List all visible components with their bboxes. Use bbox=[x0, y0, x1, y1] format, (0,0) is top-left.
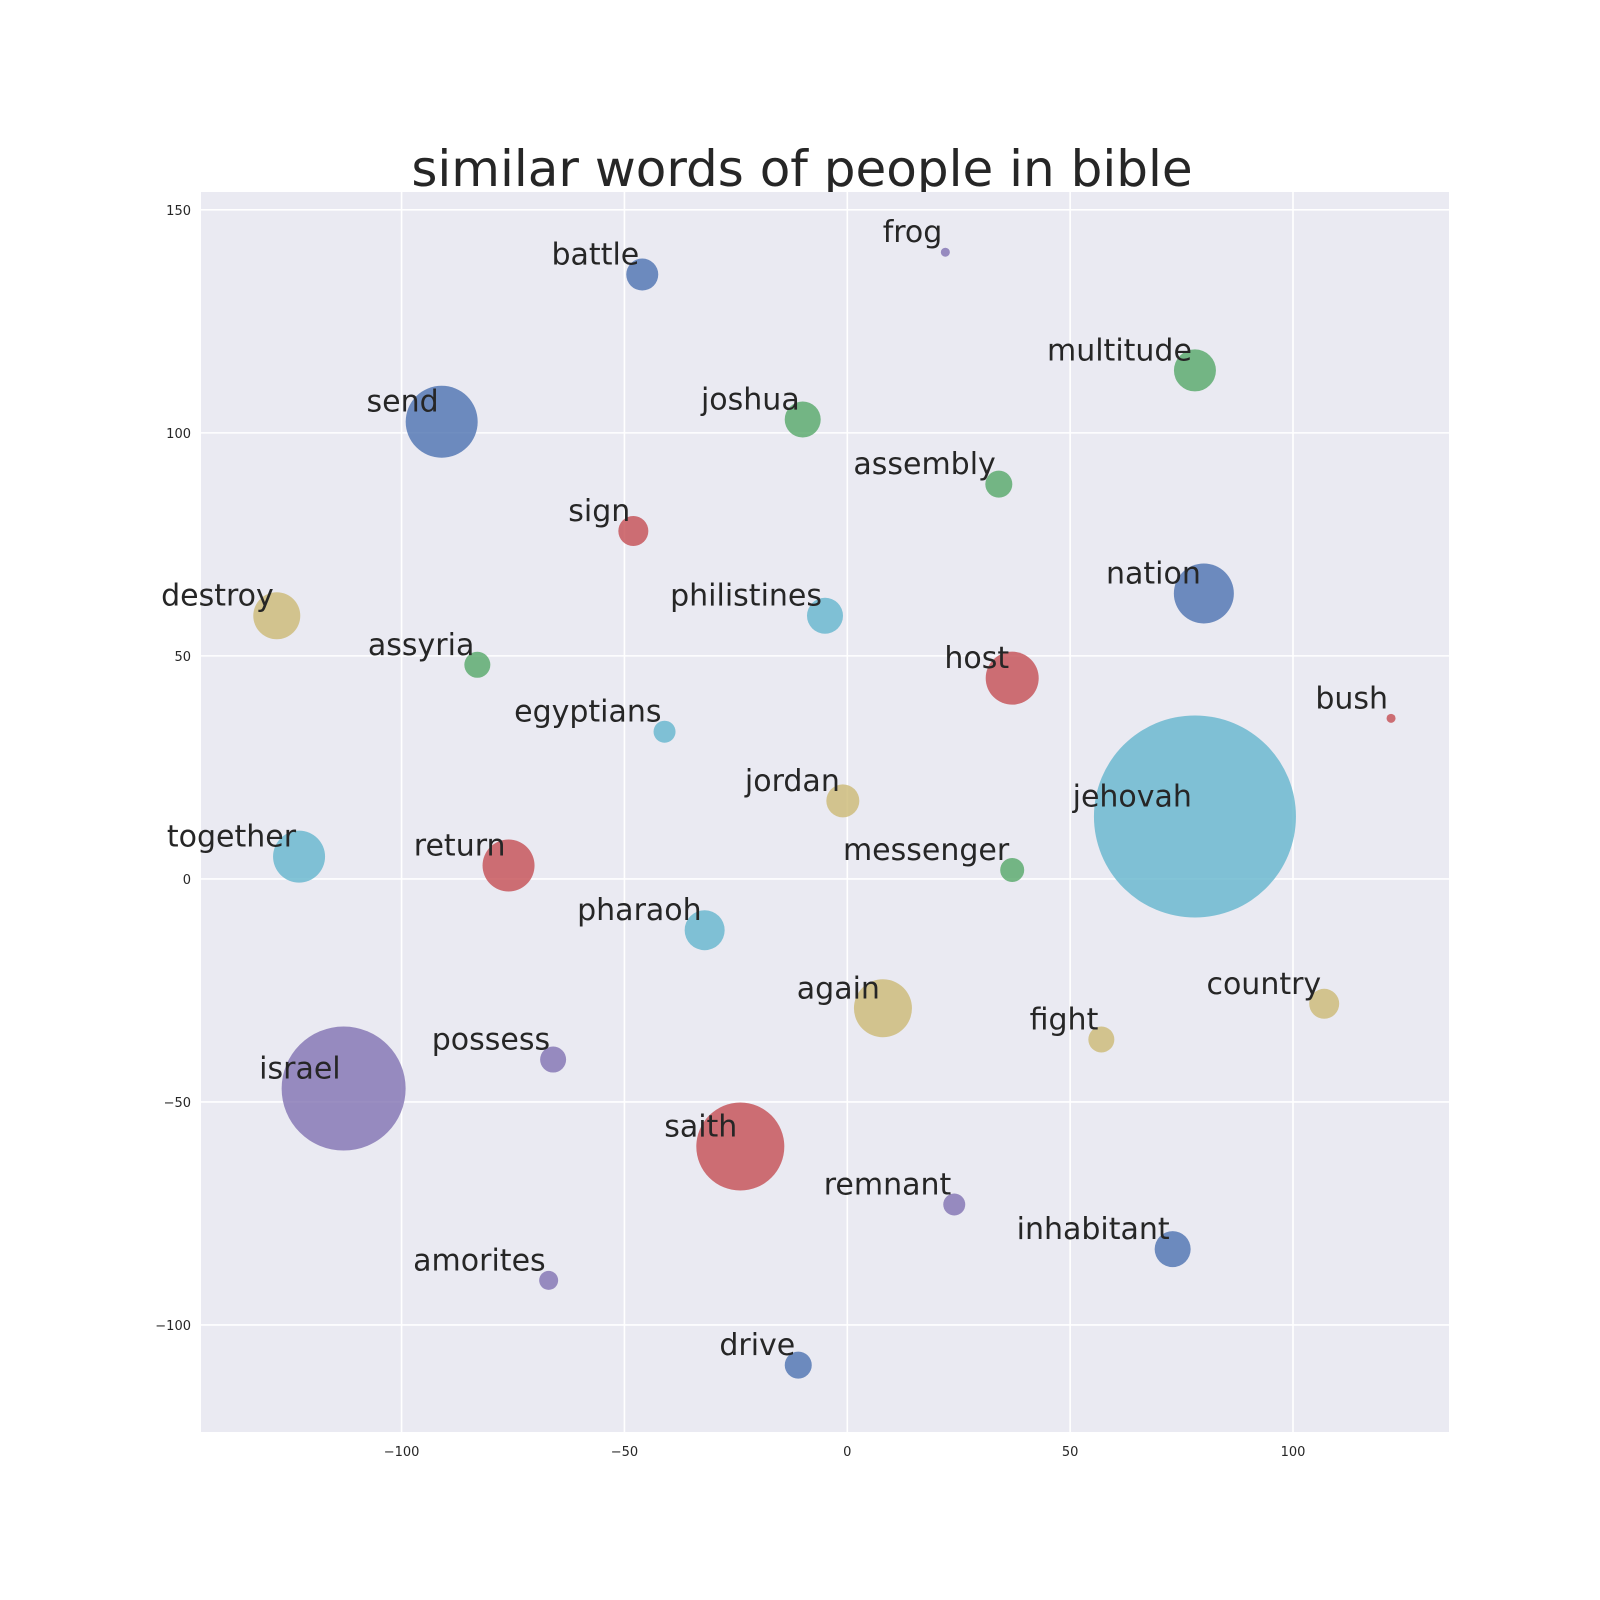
bubble-philistines bbox=[807, 597, 843, 634]
chart-title: similar words of people in bible bbox=[411, 140, 1192, 198]
word-label-country: country bbox=[1206, 967, 1321, 1002]
word-label-possess: possess bbox=[432, 1023, 550, 1058]
bubble-multitude bbox=[1173, 349, 1216, 392]
bubble-fight bbox=[1088, 1026, 1115, 1053]
bubble-battle bbox=[626, 258, 659, 291]
word-labels: battle frog multitude send joshua assembly sig… bbox=[161, 215, 1388, 1363]
word-label-jordan: jordan bbox=[744, 764, 840, 799]
bubble-frog bbox=[940, 247, 950, 257]
bubble-pharaoh bbox=[684, 910, 725, 951]
word-label-host: host bbox=[944, 641, 1009, 676]
bubble-sign bbox=[618, 515, 649, 546]
word-label-philistines: philistines bbox=[670, 579, 822, 614]
bubble-return bbox=[482, 839, 535, 892]
word-label-return: return bbox=[414, 829, 506, 864]
word-label-sign: sign bbox=[568, 494, 630, 529]
axis-ticks: −100 −50 0 50 100 −100 −50 0 50 100 150 bbox=[155, 204, 1305, 1460]
bubble-amorites bbox=[539, 1270, 559, 1290]
bubble-together bbox=[273, 830, 326, 883]
word-label-battle: battle bbox=[552, 238, 640, 273]
bubble-destroy bbox=[253, 592, 301, 640]
word-label-amorites: amorites bbox=[413, 1243, 545, 1278]
word-label-fight: fight bbox=[1030, 1002, 1099, 1037]
bubble-host bbox=[985, 651, 1039, 705]
word-label-bush: bush bbox=[1315, 681, 1388, 716]
bubble-assyria bbox=[464, 651, 491, 678]
bubble-joshua bbox=[784, 401, 821, 438]
word-label-pharaoh: pharaoh bbox=[577, 893, 702, 928]
bubble-send bbox=[405, 385, 478, 458]
bubbles bbox=[253, 247, 1396, 1379]
word-label-nation: nation bbox=[1106, 556, 1201, 591]
word-label-frog: frog bbox=[883, 215, 943, 250]
word-label-inhabitant: inhabitant bbox=[1017, 1212, 1170, 1247]
bubble-country bbox=[1309, 988, 1340, 1019]
word-label-jehovah: jehovah bbox=[1072, 779, 1192, 814]
bubble-remnant bbox=[943, 1193, 966, 1216]
bubble-jehovah bbox=[1093, 715, 1296, 918]
word-label-assyria: assyria bbox=[368, 628, 474, 663]
x-tick-label: 100 bbox=[1281, 1445, 1306, 1460]
bubble-inhabitant bbox=[1154, 1231, 1191, 1268]
x-tick-label: 50 bbox=[1062, 1445, 1079, 1460]
word-label-egyptians: egyptians bbox=[514, 695, 661, 730]
bubble-nation bbox=[1173, 563, 1234, 624]
word-label-together: together bbox=[167, 820, 297, 855]
bubble-messenger bbox=[1000, 857, 1025, 882]
word-label-messenger: messenger bbox=[843, 833, 1010, 868]
word-label-again: again bbox=[797, 971, 880, 1006]
bubble-saith bbox=[696, 1102, 785, 1191]
bubble-again bbox=[853, 979, 912, 1038]
x-tick-label: −50 bbox=[611, 1445, 638, 1460]
word-label-israel: israel bbox=[259, 1052, 340, 1087]
word-label-send: send bbox=[367, 385, 439, 420]
word-label-destroy: destroy bbox=[161, 579, 274, 614]
y-tick-label: −100 bbox=[155, 1319, 191, 1334]
y-tick-label: 0 bbox=[183, 873, 191, 888]
y-tick-label: 50 bbox=[174, 650, 191, 665]
bubble-egyptians bbox=[653, 720, 676, 743]
y-tick-label: 100 bbox=[166, 427, 191, 442]
bubble-possess bbox=[540, 1046, 567, 1073]
word-label-assembly: assembly bbox=[853, 447, 995, 482]
x-tick-label: −100 bbox=[384, 1445, 420, 1460]
y-tick-label: 150 bbox=[166, 204, 191, 219]
y-tick-label: −50 bbox=[164, 1096, 191, 1111]
bubble-jordan bbox=[826, 784, 860, 818]
x-tick-label: 0 bbox=[843, 1445, 851, 1460]
word-label-remnant: remnant bbox=[824, 1168, 952, 1203]
bubble-assembly bbox=[985, 470, 1013, 498]
word-label-joshua: joshua bbox=[700, 382, 800, 417]
bubble-drive bbox=[784, 1351, 812, 1379]
word-label-drive: drive bbox=[719, 1328, 795, 1363]
bubble-israel bbox=[281, 1026, 406, 1151]
word-label-multitude: multitude bbox=[1047, 333, 1192, 368]
bubble-bush bbox=[1386, 713, 1396, 723]
word-label-saith: saith bbox=[664, 1110, 737, 1145]
